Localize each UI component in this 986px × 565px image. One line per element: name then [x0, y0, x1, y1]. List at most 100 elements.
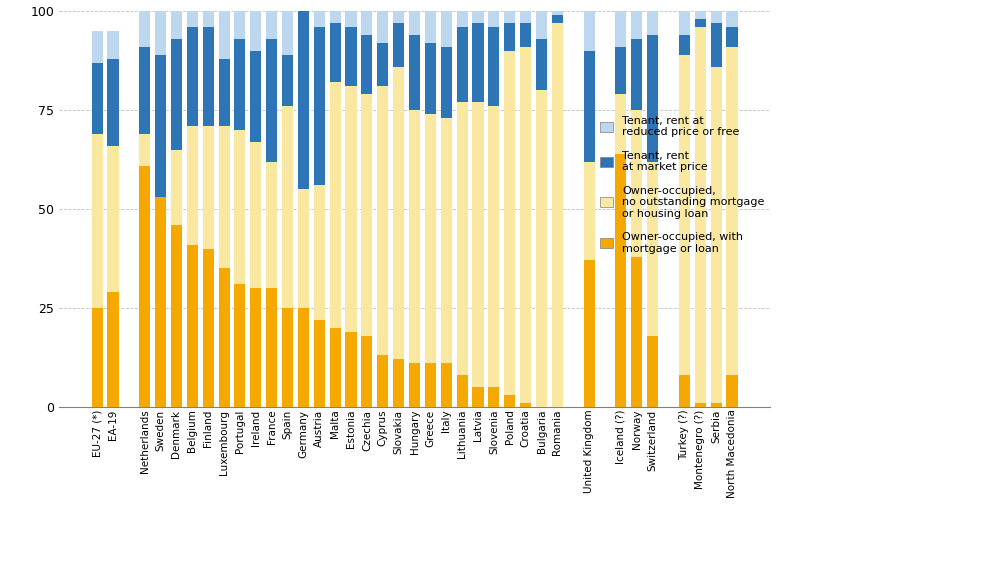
- Bar: [424, 363, 436, 407]
- Bar: [234, 284, 246, 407]
- Bar: [647, 336, 658, 407]
- Bar: [314, 27, 324, 185]
- Bar: [457, 375, 467, 407]
- Bar: [710, 403, 721, 407]
- Bar: [155, 55, 166, 197]
- Bar: [694, 403, 705, 407]
- Bar: [234, 11, 246, 39]
- Bar: [202, 11, 214, 27]
- Bar: [441, 118, 452, 363]
- Bar: [710, 11, 721, 23]
- Bar: [329, 328, 340, 407]
- Bar: [726, 375, 737, 407]
- Bar: [250, 288, 261, 407]
- Bar: [551, 23, 562, 407]
- Bar: [520, 47, 530, 403]
- Bar: [155, 197, 166, 407]
- Bar: [377, 86, 387, 355]
- Bar: [408, 363, 420, 407]
- Bar: [694, 27, 705, 403]
- Bar: [710, 23, 721, 67]
- Bar: [710, 67, 721, 403]
- Bar: [377, 355, 387, 407]
- Bar: [441, 47, 452, 118]
- Bar: [583, 260, 595, 407]
- Bar: [345, 11, 356, 27]
- Bar: [583, 162, 595, 260]
- Bar: [377, 11, 387, 43]
- Bar: [647, 35, 658, 162]
- Bar: [504, 11, 515, 23]
- Bar: [107, 146, 118, 292]
- Bar: [329, 11, 340, 23]
- Bar: [535, 11, 546, 39]
- Bar: [614, 47, 626, 94]
- Bar: [441, 363, 452, 407]
- Bar: [234, 130, 246, 284]
- Bar: [361, 11, 372, 35]
- Bar: [202, 249, 214, 407]
- Bar: [694, 19, 705, 27]
- Bar: [520, 11, 530, 23]
- Bar: [282, 11, 293, 55]
- Bar: [171, 150, 181, 225]
- Bar: [647, 11, 658, 35]
- Bar: [329, 82, 340, 328]
- Bar: [329, 23, 340, 82]
- Bar: [424, 11, 436, 43]
- Bar: [504, 23, 515, 51]
- Bar: [361, 94, 372, 336]
- Bar: [298, 308, 309, 407]
- Bar: [726, 27, 737, 47]
- Bar: [678, 35, 689, 55]
- Bar: [345, 332, 356, 407]
- Bar: [171, 11, 181, 39]
- Bar: [726, 11, 737, 27]
- Bar: [266, 288, 277, 407]
- Bar: [250, 51, 261, 142]
- Bar: [218, 126, 230, 268]
- Bar: [614, 94, 626, 154]
- Bar: [186, 11, 197, 27]
- Bar: [392, 67, 404, 359]
- Bar: [504, 395, 515, 407]
- Bar: [631, 110, 642, 257]
- Bar: [171, 225, 181, 407]
- Bar: [139, 11, 150, 47]
- Bar: [202, 126, 214, 249]
- Bar: [392, 359, 404, 407]
- Bar: [472, 11, 483, 23]
- Bar: [408, 11, 420, 35]
- Bar: [171, 39, 181, 150]
- Bar: [726, 47, 737, 375]
- Bar: [535, 90, 546, 407]
- Bar: [107, 59, 118, 146]
- Bar: [424, 114, 436, 363]
- Bar: [361, 336, 372, 407]
- Bar: [408, 110, 420, 363]
- Bar: [139, 134, 150, 166]
- Bar: [92, 31, 103, 63]
- Bar: [139, 47, 150, 134]
- Bar: [345, 86, 356, 332]
- Bar: [457, 102, 467, 375]
- Bar: [583, 11, 595, 51]
- Bar: [488, 27, 499, 106]
- Bar: [266, 11, 277, 39]
- Bar: [186, 126, 197, 245]
- Bar: [694, 11, 705, 19]
- Bar: [314, 320, 324, 407]
- Bar: [678, 55, 689, 375]
- Bar: [631, 39, 642, 110]
- Bar: [186, 245, 197, 407]
- Bar: [234, 39, 246, 130]
- Bar: [155, 11, 166, 55]
- Bar: [614, 11, 626, 47]
- Bar: [250, 142, 261, 288]
- Bar: [472, 387, 483, 407]
- Bar: [345, 27, 356, 86]
- Bar: [218, 59, 230, 126]
- Bar: [282, 55, 293, 106]
- Bar: [298, 0, 309, 189]
- Bar: [678, 11, 689, 35]
